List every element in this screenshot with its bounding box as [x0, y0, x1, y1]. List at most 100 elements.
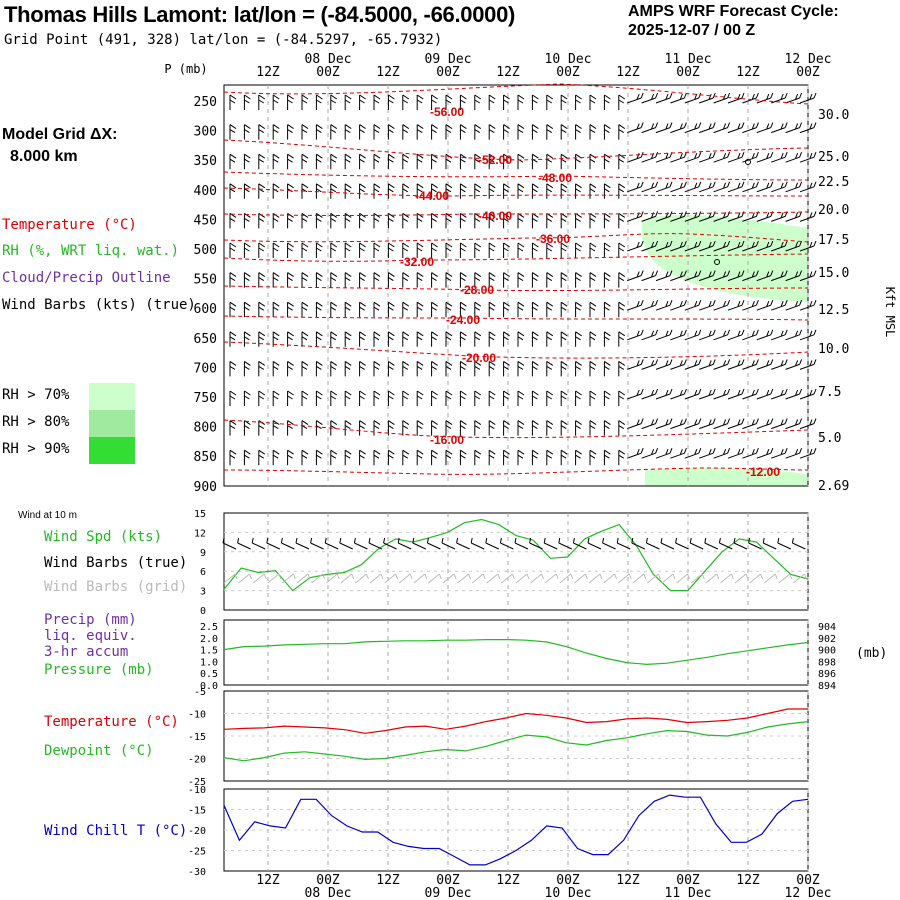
wind-barb: [402, 449, 410, 466]
wind-barb: [742, 300, 759, 311]
legend-rh80: RH > 80%: [2, 414, 70, 430]
tick-height-kft: 5.0: [818, 431, 841, 446]
wind-barb: [488, 301, 496, 318]
wind-barb: [618, 94, 626, 110]
wind-barb: [315, 242, 323, 258]
wind-barb: [344, 242, 352, 258]
wind-barb: [229, 449, 237, 466]
wind-barb: [272, 272, 280, 288]
wind-barb: [445, 331, 453, 347]
wind-barb: [799, 300, 817, 311]
wind-barb: [742, 181, 759, 193]
wind-barb: [713, 300, 731, 311]
wind-barb-grid: [515, 573, 530, 584]
wind-barb-true: [748, 537, 762, 550]
wind-barb: [315, 449, 323, 466]
wind-barb: [315, 360, 323, 377]
wind-barb: [727, 300, 745, 311]
tick-bottom-hour: 00Z: [676, 873, 700, 888]
tick-pressure: 250: [194, 95, 217, 110]
wind-barb: [517, 301, 525, 318]
wind-barb: [531, 390, 539, 406]
tick-pressure: 300: [194, 125, 217, 140]
wind-barb-true: [368, 537, 383, 550]
wind-barb: [575, 124, 582, 140]
wind-barb: [684, 152, 702, 163]
wind-barb: [560, 360, 568, 377]
tick-height-kft: 12.5: [818, 303, 849, 318]
wind-barb: [301, 331, 309, 347]
wind-barb-true: [602, 537, 616, 550]
wind-barb: [713, 211, 731, 222]
wind-barb: [301, 449, 309, 466]
tick-top-date: 12 Dec: [785, 52, 832, 67]
tick-wind-speed: 6: [200, 567, 206, 578]
wind-barb: [713, 388, 731, 400]
wind-barb: [603, 301, 611, 318]
wind-barb: [517, 153, 525, 170]
wind-barb: [785, 122, 803, 134]
wind-barb: [560, 212, 568, 229]
wind-barb: [771, 448, 788, 459]
wind-barb: [684, 122, 702, 134]
wind-barb: [503, 301, 510, 318]
wind-barb: [387, 183, 395, 199]
wind-barb: [670, 418, 687, 430]
wind-barb: [785, 359, 803, 370]
wind-barb: [474, 124, 482, 140]
wind-barb: [229, 212, 237, 229]
tick-bottom-hour: 00Z: [796, 873, 820, 888]
wind-barb-true: [237, 537, 251, 550]
wind-barb: [272, 124, 280, 140]
wind-barb: [641, 152, 659, 163]
wind-barb: [785, 329, 803, 341]
wind-barb: [287, 124, 294, 140]
dewpoint-line: [223, 721, 809, 762]
wind-barb: [517, 124, 525, 140]
wind-barb: [670, 448, 687, 459]
wind-barb: [589, 331, 597, 347]
wind-barb: [459, 331, 467, 347]
tick-pressure: 600: [194, 302, 217, 317]
temperature-contour: [223, 83, 809, 105]
wind-barb: [589, 183, 597, 199]
wind-barb: [575, 390, 582, 406]
wind-barb: [315, 124, 323, 140]
legend-rh70: RH > 70%: [2, 387, 70, 403]
wind-barb-grid: [588, 573, 603, 584]
wind-barb-grid: [530, 573, 545, 584]
wind-barb: [713, 181, 731, 193]
wind-barb-grid: [690, 573, 705, 584]
swatch-rh80: [89, 410, 135, 437]
legend-temperature-sfc: Temperature (°C): [44, 714, 179, 730]
wind-barb: [670, 388, 687, 400]
wind-barb: [272, 301, 280, 318]
wind-barb: [387, 301, 395, 318]
wind-barb: [402, 183, 410, 199]
tick-precip: 0.5: [200, 669, 218, 680]
wind-barb-true: [514, 537, 529, 550]
wind-barb: [531, 449, 539, 466]
wind-barb: [618, 301, 626, 318]
wind-barb: [627, 448, 644, 459]
wind-barb: [742, 122, 759, 134]
wind-barb-true: [689, 537, 704, 550]
wind-barb: [641, 270, 659, 282]
wind-barb: [287, 360, 294, 377]
wind-barb: [488, 272, 496, 288]
temperature-contour: [223, 285, 809, 292]
wind-barb: [373, 301, 381, 318]
wind-barb: [344, 183, 352, 199]
wind-barb: [699, 122, 716, 134]
wind-barb: [560, 449, 568, 466]
wind-barb: [727, 448, 745, 459]
wind-barb: [785, 211, 803, 222]
tick-windchill: -30: [188, 867, 206, 878]
wind-barb: [618, 183, 626, 199]
wind-barb: [670, 240, 687, 252]
wind-barb: [785, 448, 803, 459]
wind-barb: [627, 270, 644, 282]
wind-barb: [627, 329, 644, 341]
tick-bottom-date: 12 Dec: [785, 886, 832, 900]
